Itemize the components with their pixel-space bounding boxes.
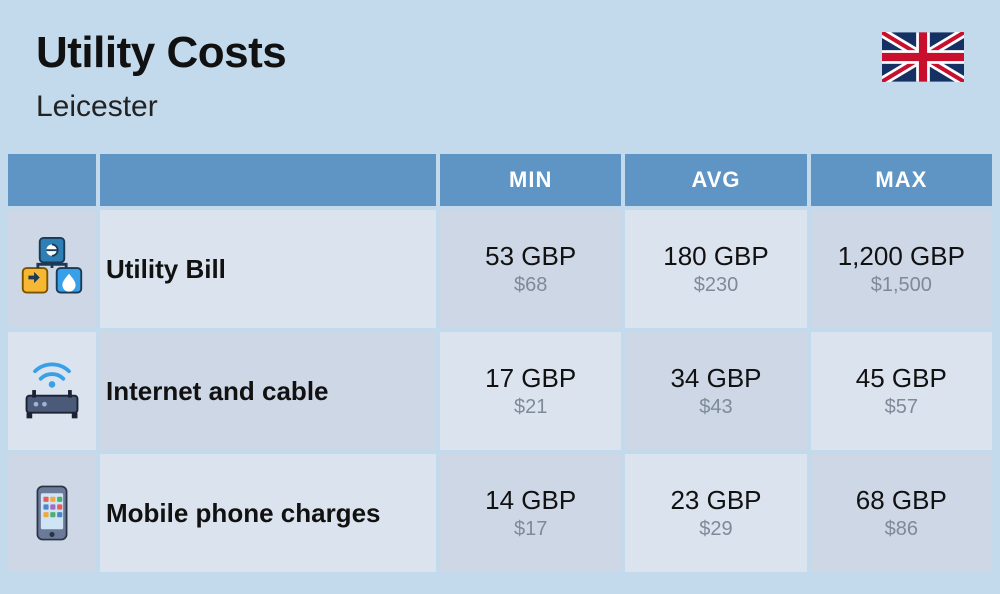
table-row: Utility Bill 53 GBP $68 180 GBP $230 1,2…	[6, 208, 994, 330]
col-header-min: MIN	[440, 154, 621, 206]
router-icon	[17, 356, 87, 426]
value-secondary: $68	[514, 274, 547, 297]
value-secondary: $29	[699, 518, 732, 541]
value-primary: 17 GBP	[485, 363, 576, 394]
col-header-avg: AVG	[625, 154, 806, 206]
value-primary: 23 GBP	[670, 485, 761, 516]
value-secondary: $17	[514, 518, 547, 541]
cell-min: 14 GBP $17	[440, 454, 621, 572]
row-icon-cell	[8, 454, 96, 572]
utility-bill-icon	[17, 234, 87, 304]
cost-table: MIN AVG MAX	[0, 152, 1000, 574]
value-primary: 45 GBP	[856, 363, 947, 394]
header-spacer-label	[100, 154, 436, 206]
value-primary: 180 GBP	[663, 241, 769, 272]
value-primary: 53 GBP	[485, 241, 576, 272]
cell-max: 1,200 GBP $1,500	[811, 210, 992, 328]
page-subtitle: Leicester	[36, 90, 286, 124]
row-label: Internet and cable	[106, 376, 329, 407]
value-primary: 34 GBP	[670, 363, 761, 394]
table-row: Internet and cable 17 GBP $21 34 GBP $43…	[6, 330, 994, 452]
table-row: Mobile phone charges 14 GBP $17 23 GBP $…	[6, 452, 994, 574]
cell-avg: 23 GBP $29	[625, 454, 806, 572]
row-icon-cell	[8, 210, 96, 328]
smartphone-icon	[17, 478, 87, 548]
value-secondary: $86	[885, 518, 918, 541]
cell-min: 53 GBP $68	[440, 210, 621, 328]
cell-max: 45 GBP $57	[811, 332, 992, 450]
value-primary: 68 GBP	[856, 485, 947, 516]
header-spacer-icon	[8, 154, 96, 206]
cell-avg: 180 GBP $230	[625, 210, 806, 328]
value-secondary: $21	[514, 396, 547, 419]
cell-avg: 34 GBP $43	[625, 332, 806, 450]
page: Utility Costs Leicester MIN AVG MAX	[0, 0, 1000, 594]
row-label-cell: Mobile phone charges	[100, 454, 436, 572]
uk-flag-icon	[882, 32, 964, 82]
header-text-block: Utility Costs Leicester	[36, 28, 286, 124]
value-primary: 14 GBP	[485, 485, 576, 516]
col-header-max: MAX	[811, 154, 992, 206]
value-secondary: $43	[699, 396, 732, 419]
value-primary: 1,200 GBP	[838, 241, 965, 272]
value-secondary: $230	[694, 274, 739, 297]
table-header-row: MIN AVG MAX	[6, 152, 994, 208]
cell-min: 17 GBP $21	[440, 332, 621, 450]
row-icon-cell	[8, 332, 96, 450]
page-title: Utility Costs	[36, 28, 286, 78]
value-secondary: $1,500	[871, 274, 932, 297]
row-label: Utility Bill	[106, 254, 226, 285]
page-header: Utility Costs Leicester	[0, 0, 1000, 152]
row-label-cell: Internet and cable	[100, 332, 436, 450]
value-secondary: $57	[885, 396, 918, 419]
row-label-cell: Utility Bill	[100, 210, 436, 328]
cell-max: 68 GBP $86	[811, 454, 992, 572]
row-label: Mobile phone charges	[106, 498, 381, 529]
